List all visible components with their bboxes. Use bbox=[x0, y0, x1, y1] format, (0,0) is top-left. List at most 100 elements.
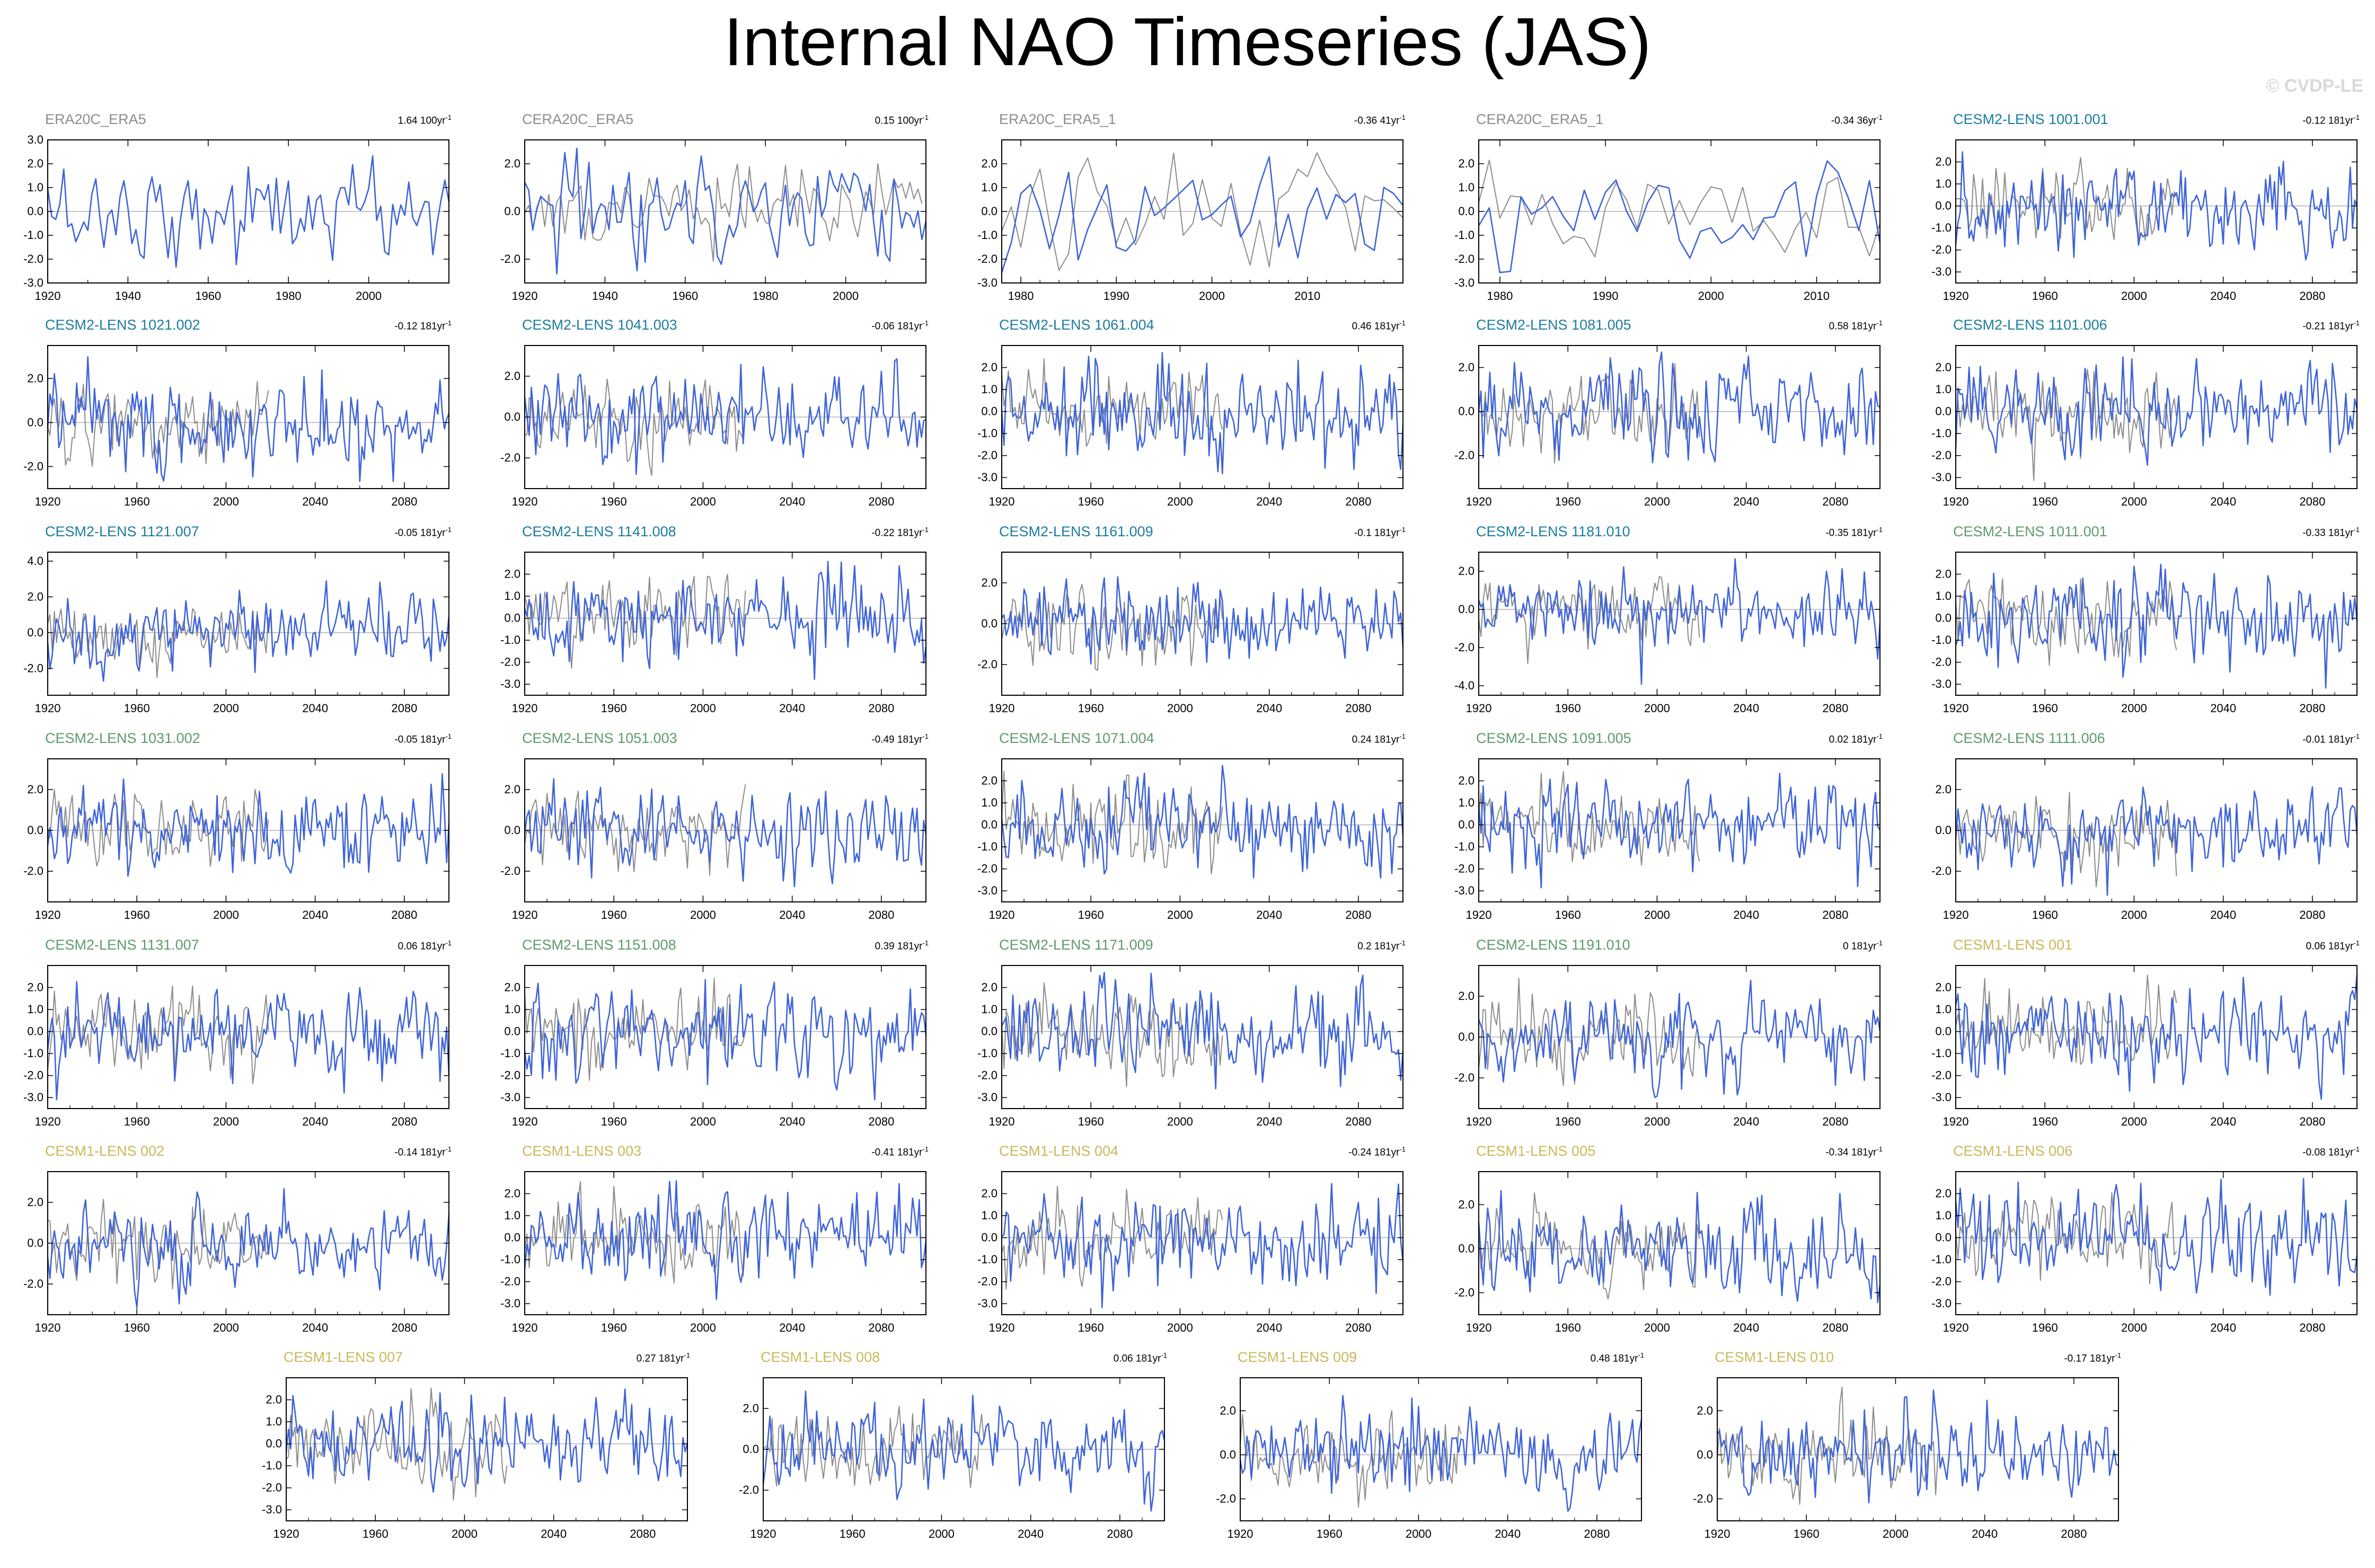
trend-value: -0.34 181yr bbox=[1825, 1147, 1877, 1158]
nao-panel: CESM1-LENS 001 0.06 181yr-1 2.0 1.0 0.0 -1.0 -… bbox=[1908, 937, 2375, 1144]
y-tick-label: 0.0 bbox=[504, 205, 520, 218]
panel-title: CESM2-LENS 1121.007 bbox=[45, 524, 199, 539]
model-series-line bbox=[1955, 356, 2358, 466]
model-series-line bbox=[1001, 576, 1404, 665]
y-tick-label: 1.0 bbox=[27, 1003, 43, 1016]
x-tick-label: 2080 bbox=[1822, 495, 1848, 508]
x-tick-label: 2000 bbox=[690, 495, 716, 508]
y-tick-label: 0.0 bbox=[1697, 1448, 1713, 1461]
panel-title: CESM2-LENS 1191.010 bbox=[1476, 937, 1630, 953]
trend-unit-exponent: -1 bbox=[2353, 319, 2360, 327]
y-tick-label: -1.0 bbox=[23, 228, 43, 242]
y-tick-label: 2.0 bbox=[1458, 774, 1475, 787]
y-tick-label: -2.0 bbox=[500, 655, 520, 669]
x-tick-label: 2000 bbox=[1644, 495, 1670, 508]
model-series-line bbox=[1001, 1183, 1404, 1308]
y-tick-label: -2.0 bbox=[23, 661, 43, 675]
x-tick-label: 2040 bbox=[302, 1321, 328, 1334]
trend-value: -0.36 41yr bbox=[1354, 115, 1400, 127]
x-tick-label: 2000 bbox=[1883, 1527, 1909, 1540]
y-tick-label: 0.0 bbox=[27, 1236, 43, 1250]
trend-unit-exponent: -1 bbox=[445, 939, 452, 947]
y-tick-label: -3.0 bbox=[1931, 1297, 1952, 1310]
x-tick-label: 1920 bbox=[35, 1115, 61, 1128]
panel-title: CESM2-LENS 1161.009 bbox=[999, 524, 1153, 539]
model-series-line bbox=[1478, 773, 1881, 889]
trend-value: -0.12 181yr bbox=[394, 321, 446, 332]
y-tick-label: 0.0 bbox=[504, 410, 520, 423]
y-tick-label: -1.0 bbox=[977, 1253, 997, 1266]
trend-unit-exponent: -1 bbox=[1876, 319, 1883, 327]
y-tick-label: -1.0 bbox=[262, 1459, 282, 1472]
y-tick-label: -2.0 bbox=[1454, 252, 1475, 265]
y-tick-label: 2.0 bbox=[27, 157, 43, 170]
y-tick-label: -2.0 bbox=[1454, 449, 1475, 462]
obs-series-line bbox=[524, 573, 746, 669]
panel-plot: 2.0 0.0 -2.0 1920 1960 2000 2040 2080 bbox=[739, 1377, 1166, 1540]
panel-title: CESM2-LENS 1061.004 bbox=[999, 317, 1154, 333]
x-tick-label: 2040 bbox=[1018, 1527, 1044, 1540]
trend-label: -0.24 181yr-1 bbox=[1348, 1145, 1406, 1158]
model-series-line bbox=[1716, 1389, 2119, 1504]
trend-value: -0.49 181yr bbox=[871, 734, 923, 746]
panel-plot: 2.0 1.0 0.0 -1.0 -2.0 -3.0 1980 1990 2000 2010 bbox=[977, 139, 1404, 303]
x-tick-label: 1960 bbox=[601, 1115, 627, 1128]
trend-unit-exponent: -1 bbox=[1876, 526, 1883, 534]
y-tick-label: -2.0 bbox=[1693, 1492, 1713, 1505]
y-tick-label: 1.0 bbox=[1935, 1209, 1952, 1222]
panel-plot: 2.0 1.0 0.0 -1.0 -2.0 -3.0 1920 1960 2000 2040 208… bbox=[500, 965, 927, 1128]
x-tick-label: 1920 bbox=[1466, 908, 1492, 922]
nao-panel: CESM2-LENS 1091.005 0.02 181yr-1 2.0 1.0 0.0… bbox=[1431, 730, 1908, 937]
x-tick-label: 2000 bbox=[690, 1321, 716, 1334]
trend-label: 0.46 181yr-1 bbox=[1352, 319, 1406, 332]
x-tick-label: 1960 bbox=[1078, 1115, 1104, 1128]
obs-series-line bbox=[47, 608, 269, 678]
y-tick-label: 2.0 bbox=[981, 361, 997, 374]
nao-panel: CESM2-LENS 1051.003 -0.49 181yr-1 2.0 0.0 -2… bbox=[477, 730, 954, 937]
trend-label: -0.08 181yr-1 bbox=[2302, 1145, 2360, 1158]
panel-title: CESM2-LENS 1171.009 bbox=[999, 937, 1153, 953]
x-tick-label: 2040 bbox=[2210, 908, 2236, 922]
x-tick-label: 1920 bbox=[1466, 1115, 1492, 1128]
y-tick-label: -3.0 bbox=[500, 677, 520, 690]
trend-unit-exponent: -1 bbox=[1876, 1145, 1883, 1153]
y-tick-label: 0.0 bbox=[1935, 199, 1952, 212]
x-tick-label: 2000 bbox=[213, 1115, 239, 1128]
x-tick-label: 1960 bbox=[124, 495, 150, 508]
x-tick-label: 2080 bbox=[2061, 1527, 2087, 1540]
y-tick-label: -3.0 bbox=[1931, 471, 1952, 484]
panel-title: CESM2-LENS 1181.010 bbox=[1476, 524, 1630, 539]
obs-series-line bbox=[1478, 160, 1880, 258]
y-tick-label: 2.0 bbox=[1458, 361, 1475, 374]
panel-title: CERA20C_ERA5_1 bbox=[1476, 111, 1604, 127]
trend-value: -0.21 181yr bbox=[2302, 321, 2354, 332]
model-series-line bbox=[1478, 558, 1881, 685]
trend-unit-exponent: -1 bbox=[922, 319, 929, 327]
trend-unit-exponent: -1 bbox=[2353, 1145, 2360, 1153]
x-tick-label: 1960 bbox=[2032, 908, 2058, 922]
x-tick-label: 2080 bbox=[2299, 908, 2325, 922]
x-tick-label: 1960 bbox=[601, 495, 627, 508]
nao-panel: CESM2-LENS 1021.002 -0.12 181yr-1 2.0 0.0 -2… bbox=[0, 317, 477, 524]
y-tick-label: 0.0 bbox=[981, 818, 997, 831]
plot-frame bbox=[1478, 552, 1880, 696]
x-tick-label: 1920 bbox=[1943, 495, 1969, 508]
y-tick-label: -2.0 bbox=[1931, 1069, 1952, 1082]
panel-title: CESM2-LENS 1021.002 bbox=[45, 317, 200, 333]
y-tick-label: 2.0 bbox=[504, 157, 520, 170]
trend-unit-exponent: -1 bbox=[1399, 113, 1406, 121]
x-tick-label: 2040 bbox=[1733, 908, 1759, 922]
y-tick-label: 0.0 bbox=[981, 617, 997, 630]
x-tick-label: 2040 bbox=[1256, 495, 1282, 508]
y-tick-label: -1.0 bbox=[1931, 427, 1952, 440]
trend-label: -0.21 181yr-1 bbox=[2302, 319, 2360, 332]
y-tick-label: 2.0 bbox=[1935, 568, 1952, 581]
x-tick-label: 1960 bbox=[601, 908, 627, 922]
y-tick-label: 2.0 bbox=[1697, 1404, 1713, 1417]
x-tick-label: 1960 bbox=[601, 702, 627, 715]
y-tick-label: -2.0 bbox=[977, 862, 997, 875]
x-tick-label: 2000 bbox=[1167, 908, 1193, 922]
x-tick-label: 1920 bbox=[989, 908, 1015, 922]
x-tick-label: 2080 bbox=[868, 1115, 894, 1128]
